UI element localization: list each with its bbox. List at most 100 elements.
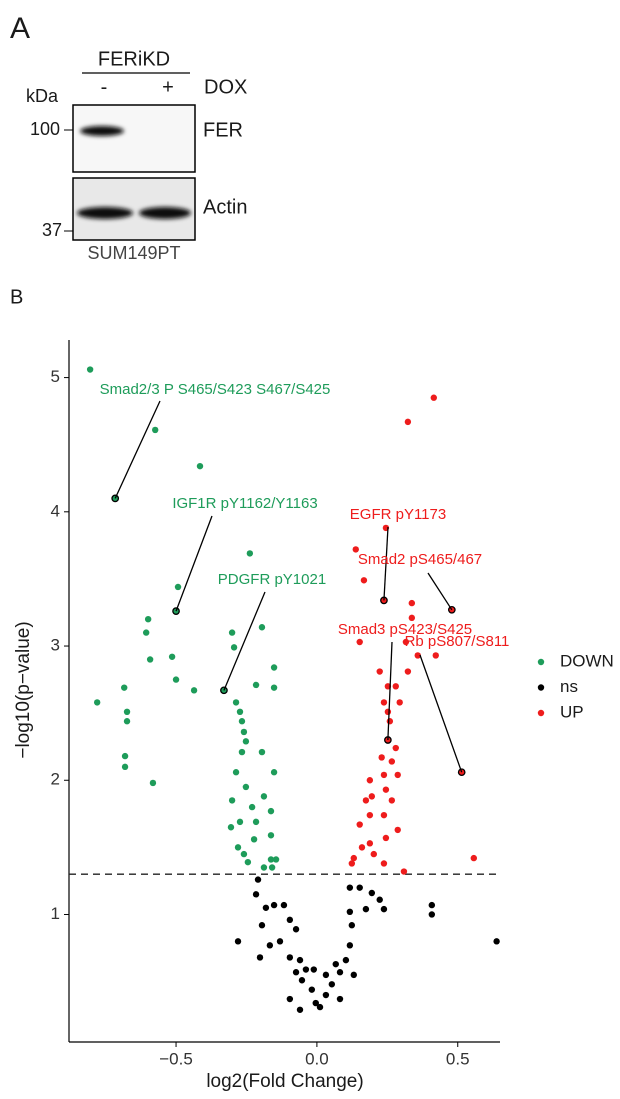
point xyxy=(143,629,149,635)
y-tick-label: 4 xyxy=(51,501,60,520)
point xyxy=(393,745,399,751)
point xyxy=(287,996,293,1002)
legend-label: ns xyxy=(560,677,578,696)
point xyxy=(268,832,274,838)
annotation: Smad2 pS465/467 xyxy=(358,551,482,568)
point xyxy=(293,969,299,975)
point xyxy=(349,922,355,928)
point xyxy=(377,897,383,903)
point xyxy=(297,957,303,963)
point xyxy=(381,906,387,912)
point xyxy=(169,654,175,660)
point xyxy=(387,718,393,724)
point xyxy=(395,772,401,778)
point xyxy=(228,824,234,830)
point xyxy=(271,902,277,908)
point xyxy=(121,684,127,690)
point xyxy=(175,584,181,590)
point xyxy=(253,819,259,825)
point xyxy=(359,844,365,850)
point xyxy=(323,992,329,998)
y-tick-label: 3 xyxy=(51,636,60,655)
point xyxy=(299,977,305,983)
point xyxy=(277,938,283,944)
point xyxy=(349,860,355,866)
point xyxy=(363,906,369,912)
point xyxy=(152,427,158,433)
marker-label: 37 xyxy=(42,220,62,240)
point xyxy=(303,966,309,972)
point xyxy=(395,827,401,833)
x-axis-title: log2(Fold Change) xyxy=(206,1071,363,1092)
point xyxy=(351,972,357,978)
point xyxy=(261,864,267,870)
lane-label: + xyxy=(162,76,174,98)
point xyxy=(493,938,499,944)
point xyxy=(367,840,373,846)
point xyxy=(235,844,241,850)
point xyxy=(237,819,243,825)
point xyxy=(337,996,343,1002)
point xyxy=(357,639,363,645)
point xyxy=(347,884,353,890)
point xyxy=(241,851,247,857)
point xyxy=(343,957,349,963)
x-tick-label: −0.5 xyxy=(159,1049,193,1068)
x-tick-label: 0.5 xyxy=(446,1049,470,1068)
annotation: PDGFR pY1021 xyxy=(218,571,326,588)
panel-label: A xyxy=(10,12,30,45)
point xyxy=(333,961,339,967)
band-label: FER xyxy=(203,119,243,141)
point xyxy=(357,821,363,827)
point xyxy=(233,769,239,775)
point xyxy=(243,784,249,790)
point xyxy=(233,699,239,705)
point xyxy=(431,395,437,401)
band-label: Actin xyxy=(203,196,247,218)
panel-label: B xyxy=(10,286,23,308)
point xyxy=(271,769,277,775)
point xyxy=(309,986,315,992)
legend-label: DOWN xyxy=(560,651,614,670)
x-tick-label: 0.0 xyxy=(305,1049,329,1068)
point xyxy=(429,911,435,917)
point xyxy=(389,758,395,764)
point xyxy=(377,668,383,674)
band xyxy=(139,207,191,219)
point xyxy=(405,668,411,674)
point xyxy=(367,777,373,783)
point xyxy=(124,718,130,724)
leader-line xyxy=(388,642,392,740)
point xyxy=(405,419,411,425)
point xyxy=(267,942,273,948)
point xyxy=(150,780,156,786)
point xyxy=(317,1004,323,1010)
point xyxy=(287,917,293,923)
lane-label: - xyxy=(101,76,108,98)
point xyxy=(245,859,251,865)
point xyxy=(197,463,203,469)
annotation: Rb pS807/S811 xyxy=(405,633,510,650)
point xyxy=(371,851,377,857)
point xyxy=(253,682,259,688)
point xyxy=(329,981,335,987)
point xyxy=(381,812,387,818)
point xyxy=(268,808,274,814)
y-tick-label: 1 xyxy=(51,904,60,923)
point xyxy=(393,683,399,689)
point xyxy=(191,687,197,693)
annotation: IGF1R pY1162/Y1163 xyxy=(172,495,317,512)
annotation: Smad2/3 P S465/S423 S467/S425 xyxy=(100,381,331,398)
point xyxy=(401,868,407,874)
point xyxy=(357,884,363,890)
point xyxy=(263,905,269,911)
y-tick-label: 5 xyxy=(51,367,60,386)
point xyxy=(369,793,375,799)
point xyxy=(281,902,287,908)
point xyxy=(383,786,389,792)
band xyxy=(80,126,124,136)
figure: A FERiKD DOX kDa - + 100 37 FER Actin SU… xyxy=(0,0,620,1099)
point xyxy=(297,1007,303,1013)
point xyxy=(229,629,235,635)
point xyxy=(231,644,237,650)
